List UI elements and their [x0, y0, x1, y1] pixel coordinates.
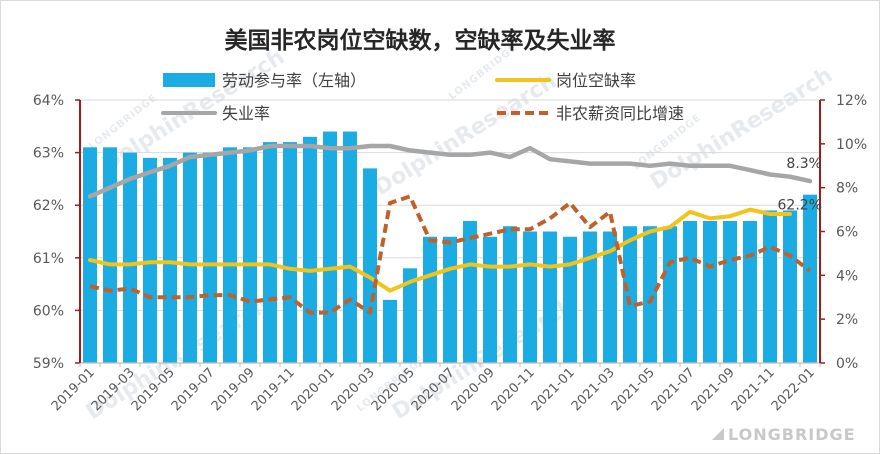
bar-2021-10	[743, 220, 757, 363]
legend-swatch	[163, 73, 215, 87]
y-right-tick-label: 4%	[836, 268, 858, 284]
bar-2020-05	[403, 268, 417, 363]
bar-2021-05	[643, 226, 657, 363]
job-openings-rate-line	[88, 207, 792, 293]
bar-2021-11	[763, 210, 777, 363]
y-left-tick-label: 64%	[33, 93, 64, 109]
bar-2021-03	[603, 231, 617, 363]
legend-label: 劳动参与率（左轴）	[222, 71, 366, 90]
watermark-logo-text: LONGBRIDGE	[728, 425, 856, 444]
y-right-tick-label: 6%	[836, 225, 858, 241]
data-label: 8.3%	[786, 156, 822, 172]
bar-2020-04	[383, 299, 397, 363]
y-left-tick-label: 60%	[33, 303, 64, 319]
bar-2022-01	[803, 194, 817, 363]
legend-label: 岗位空缺率	[556, 71, 636, 90]
bar-2021-04	[623, 226, 637, 363]
bar-2020-10	[503, 226, 517, 363]
bar-2021-06	[663, 226, 677, 363]
y-right-tick-label: 8%	[836, 181, 858, 197]
bar-2020-12	[543, 231, 557, 363]
bar-2021-02	[583, 231, 597, 363]
bar-2019-06	[183, 152, 197, 363]
y-right-tick-label: 0%	[836, 356, 858, 372]
bar-2019-02	[103, 147, 117, 363]
bar-2020-03	[363, 168, 377, 363]
bar-2021-07	[683, 220, 697, 363]
y-left-tick-label: 61%	[33, 251, 64, 267]
bar-2020-11	[523, 231, 537, 363]
bar-2020-08	[463, 220, 477, 363]
longbridge-logo-icon	[712, 428, 724, 440]
bar-2019-10	[263, 142, 277, 363]
line-series	[87, 143, 813, 315]
bar-2019-01	[83, 147, 97, 363]
bar-2021-12	[783, 210, 797, 363]
legend-label: 失业率	[222, 104, 270, 123]
y-left-tick-label: 62%	[33, 198, 64, 214]
bar-2021-01	[563, 236, 577, 363]
y-right-tick-label: 10%	[836, 137, 867, 153]
y-right-tick-label: 12%	[836, 93, 867, 109]
unemployment-rate-line	[87, 143, 813, 199]
bar-2019-03	[123, 152, 137, 363]
y-left-tick-label: 63%	[33, 146, 64, 162]
bar-2020-06	[423, 236, 437, 363]
bar-2020-02	[343, 131, 357, 363]
bar-2019-11	[283, 142, 297, 363]
bar-2019-12	[303, 136, 317, 363]
bar-2020-01	[323, 131, 337, 363]
bar-2019-08	[223, 147, 237, 363]
payroll-wage-growth-line	[89, 194, 812, 315]
bar-2019-07	[203, 152, 217, 363]
chart-title: 美国非农岗位空缺数，空缺率及失业率	[225, 27, 616, 54]
bar-2019-09	[243, 147, 257, 363]
bar-2021-08	[703, 220, 717, 363]
bar-2021-09	[723, 220, 737, 363]
bar-series	[83, 131, 817, 363]
y-right-tick-label: 2%	[836, 312, 858, 328]
y-left-tick-label: 59%	[33, 356, 64, 372]
legend-label: 非农薪资同比增速	[556, 104, 684, 123]
axes	[75, 99, 825, 367]
bar-2020-07	[443, 236, 457, 363]
data-label: 62.2%	[778, 198, 822, 214]
bar-2020-09	[483, 236, 497, 363]
